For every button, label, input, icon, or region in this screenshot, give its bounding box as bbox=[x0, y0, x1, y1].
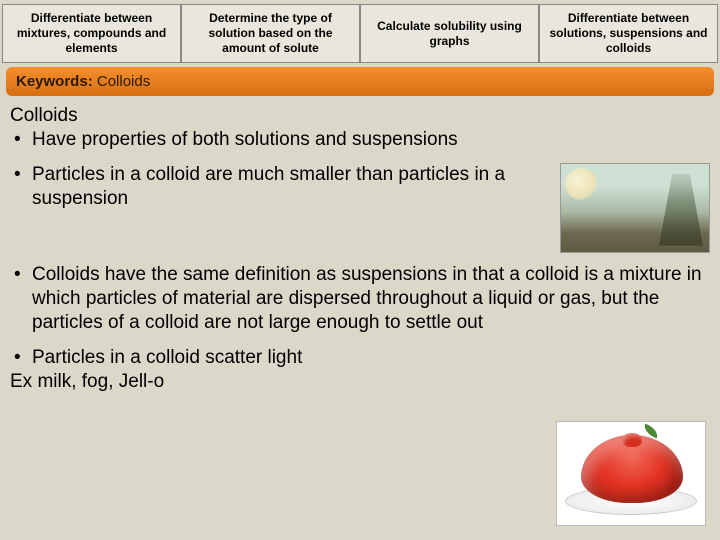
keywords-label: Keywords: bbox=[16, 73, 93, 90]
jello-image bbox=[556, 421, 706, 526]
bullet-definition: Colloids have the same definition as sus… bbox=[10, 263, 710, 336]
fog-image bbox=[560, 163, 710, 253]
tab-solution-type: Determine the type of solution based on … bbox=[181, 4, 360, 63]
keywords-value: Colloids bbox=[97, 73, 150, 90]
tab-mixtures: Differentiate between mixtures, compound… bbox=[2, 4, 181, 63]
slide-body: Colloids Have properties of both solutio… bbox=[0, 96, 720, 394]
tab-solutions-suspensions-colloids: Differentiate between solutions, suspens… bbox=[539, 4, 718, 63]
bullet-properties: Have properties of both solutions and su… bbox=[10, 128, 710, 152]
tab-solubility: Calculate solubility using graphs bbox=[360, 4, 539, 63]
keywords-bar: Keywords: Colloids bbox=[6, 67, 714, 96]
section-heading: Colloids bbox=[10, 104, 710, 128]
objective-tabs: Differentiate between mixtures, compound… bbox=[0, 0, 720, 63]
jello-shape bbox=[581, 435, 683, 503]
bullet-scatter-light: Particles in a colloid scatter light bbox=[10, 346, 710, 370]
examples-line: Ex milk, fog, Jell-o bbox=[10, 370, 710, 394]
bullet-particle-size: Particles in a colloid are much smaller … bbox=[10, 163, 552, 212]
